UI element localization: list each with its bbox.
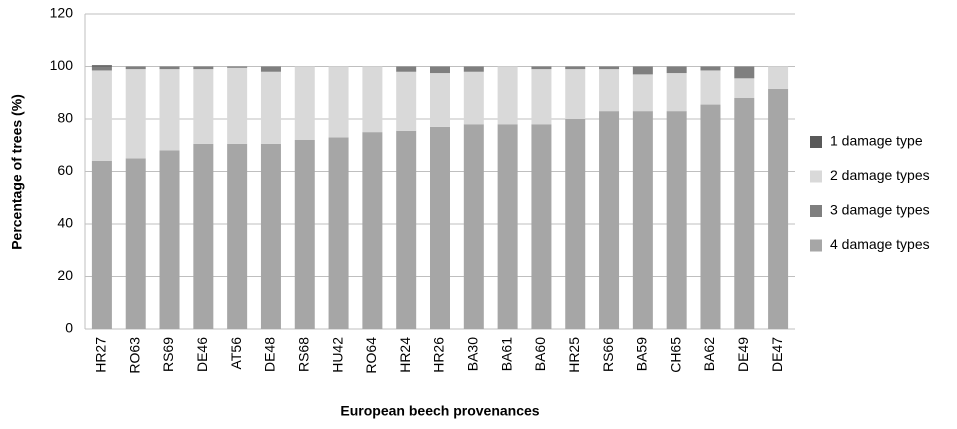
x-tick-label: RO64	[363, 337, 379, 374]
bar-segment	[463, 124, 484, 329]
x-tick-label: BA62	[701, 337, 717, 371]
bar-segment	[768, 66, 789, 89]
bar-segment	[430, 126, 450, 329]
legend-swatch	[810, 136, 822, 148]
x-tick-label: DE47	[769, 337, 785, 372]
x-tick-label: DE49	[735, 337, 751, 372]
bar-segment	[565, 66, 586, 70]
bar-segment	[632, 74, 653, 112]
bar-segment	[666, 111, 687, 329]
bar-segment	[531, 69, 552, 125]
bar-segment	[734, 98, 755, 329]
y-tick-label: 0	[65, 320, 73, 336]
y-tick-label: 120	[50, 5, 74, 21]
bar-segment	[463, 71, 484, 125]
legend-label: 3 damage types	[830, 202, 930, 218]
x-tick-label: AT56	[228, 337, 244, 370]
bar-segment	[666, 66, 687, 74]
x-tick-label: BA30	[465, 337, 481, 371]
bar-segment	[430, 73, 450, 127]
x-tick-label: HR25	[566, 337, 582, 373]
bar-segment	[666, 73, 687, 112]
bar-segment	[159, 66, 180, 70]
x-tick-label: RO63	[126, 337, 142, 374]
x-tick-label: CH65	[667, 337, 683, 373]
bar-segment	[328, 137, 349, 329]
legend-swatch	[810, 170, 822, 183]
bar-segment	[227, 66, 248, 68]
bar-segment	[159, 150, 180, 329]
bar-segment	[125, 158, 146, 329]
bar-segment	[91, 65, 112, 67]
bar-segment	[125, 69, 146, 159]
bar-segment	[260, 71, 281, 144]
bar-segment	[531, 124, 552, 329]
bar-segment	[193, 66, 214, 70]
bar-segment	[497, 66, 518, 125]
y-tick-label: 100	[50, 57, 74, 73]
bar-segment	[227, 67, 248, 144]
bar-segment	[531, 66, 552, 70]
bar-segment	[193, 143, 214, 329]
bar-segment	[632, 111, 653, 329]
bar-segment	[294, 66, 315, 140]
x-tick-label: HR27	[93, 337, 109, 373]
bar-segment	[159, 69, 180, 151]
bar-segment	[260, 66, 281, 72]
bar-segment	[565, 69, 586, 119]
bar-segment	[700, 70, 721, 105]
bar-segment	[91, 70, 112, 161]
x-tick-label: BA60	[532, 337, 548, 371]
bar-segment	[599, 111, 620, 329]
bar-segment	[362, 66, 383, 133]
y-axis-label: Percentage of trees (%)	[9, 94, 25, 250]
x-tick-label: HR26	[431, 337, 447, 373]
bar-segment	[294, 140, 315, 329]
y-tick-label: 20	[57, 267, 73, 283]
bar-segment	[734, 66, 755, 79]
legend-swatch	[810, 205, 822, 217]
x-tick-label: DE48	[262, 337, 278, 372]
bar-segment	[768, 88, 789, 329]
bar-segment	[463, 66, 484, 72]
bar-segment	[430, 66, 450, 74]
x-tick-label: BA61	[498, 337, 514, 371]
bar-segment	[91, 161, 112, 329]
bar-segment	[396, 130, 417, 329]
y-tick-label: 40	[57, 215, 73, 231]
bar-segment	[565, 119, 586, 329]
bar-segment	[193, 69, 214, 144]
x-tick-label: RS69	[160, 337, 176, 372]
bar-segment	[260, 143, 281, 329]
bar-segment	[396, 71, 417, 131]
bar-segment	[362, 132, 383, 329]
legend-swatch	[810, 239, 822, 252]
x-tick-label: HR24	[397, 337, 413, 373]
x-tick-label: RS66	[600, 337, 616, 372]
legend-label: 4 damage types	[830, 236, 930, 252]
x-tick-label: BA59	[634, 337, 650, 371]
legend-label: 1 damage type	[830, 133, 923, 149]
bar-segment	[632, 66, 653, 75]
bar-segment	[125, 66, 146, 70]
bar-segment	[700, 104, 721, 329]
legend-label: 2 damage types	[830, 167, 930, 183]
x-axis-label: European beech provenances	[340, 403, 539, 419]
x-tick-label: DE46	[194, 337, 210, 372]
bar-segment	[328, 66, 349, 138]
x-tick-label: HU42	[329, 337, 345, 373]
bar-segment	[227, 143, 248, 329]
bar-segment	[734, 78, 755, 98]
bar-segment	[497, 124, 518, 329]
bar-segment	[599, 66, 620, 70]
bar-segment	[599, 69, 620, 112]
y-tick-label: 60	[57, 162, 73, 178]
bar-segment	[91, 66, 112, 71]
y-tick-label: 80	[57, 110, 73, 126]
bar-segment	[700, 66, 721, 71]
bar-segment	[396, 66, 417, 72]
x-tick-label: RS68	[295, 337, 311, 372]
